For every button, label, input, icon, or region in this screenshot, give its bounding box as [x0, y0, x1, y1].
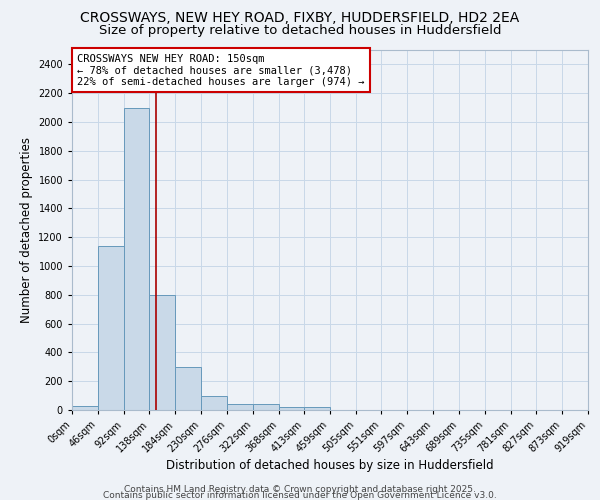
Y-axis label: Number of detached properties: Number of detached properties	[20, 137, 32, 323]
Text: CROSSWAYS, NEW HEY ROAD, FIXBY, HUDDERSFIELD, HD2 2EA: CROSSWAYS, NEW HEY ROAD, FIXBY, HUDDERSF…	[80, 11, 520, 25]
Bar	[124, 108, 149, 410]
Bar	[72, 406, 98, 410]
Bar	[98, 246, 124, 410]
Bar	[149, 295, 175, 410]
Text: Contains public sector information licensed under the Open Government Licence v3: Contains public sector information licen…	[103, 491, 497, 500]
Bar	[227, 404, 253, 410]
Bar	[201, 396, 227, 410]
Bar	[253, 404, 278, 410]
Bar	[304, 407, 330, 410]
Text: Contains HM Land Registry data © Crown copyright and database right 2025.: Contains HM Land Registry data © Crown c…	[124, 485, 476, 494]
Text: CROSSWAYS NEW HEY ROAD: 150sqm
← 78% of detached houses are smaller (3,478)
22% : CROSSWAYS NEW HEY ROAD: 150sqm ← 78% of …	[77, 54, 365, 87]
Bar	[278, 407, 304, 410]
Text: Size of property relative to detached houses in Huddersfield: Size of property relative to detached ho…	[99, 24, 501, 37]
Bar	[175, 367, 201, 410]
X-axis label: Distribution of detached houses by size in Huddersfield: Distribution of detached houses by size …	[166, 460, 494, 472]
